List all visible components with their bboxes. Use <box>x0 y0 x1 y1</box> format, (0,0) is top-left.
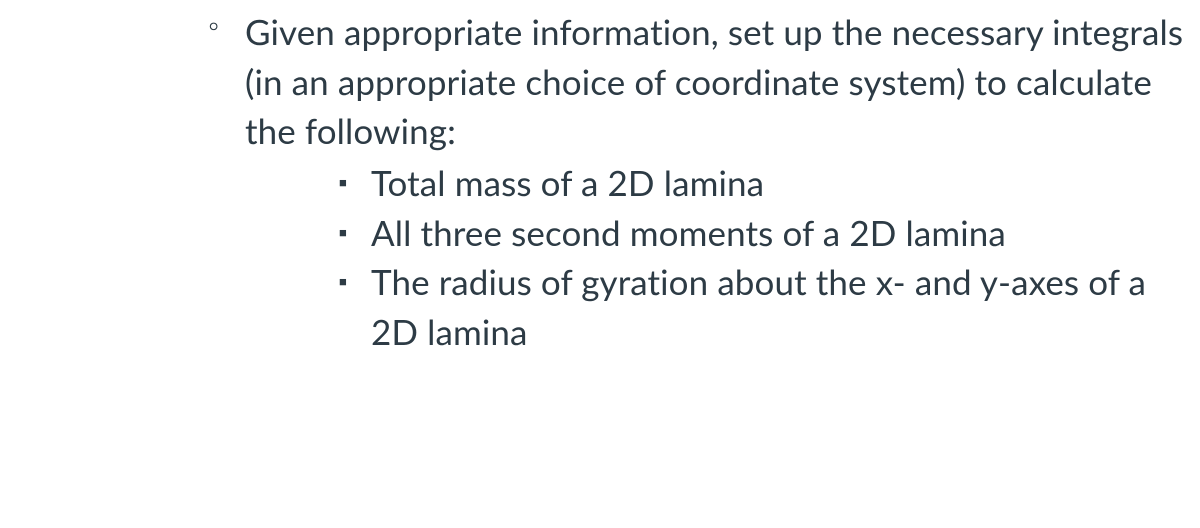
inner-list-item: All three second moments of a 2D lamina <box>337 209 1200 259</box>
inner-list-item: Total mass of a 2D lamina <box>337 159 1200 209</box>
inner-list-item: The radius of gyration about the x- and … <box>337 258 1200 357</box>
inner-item-text: The radius of gyration about the x- and … <box>371 261 1146 353</box>
outer-list-item: Given appropriate information, set up th… <box>205 8 1200 358</box>
outer-bullet-list: Given appropriate information, set up th… <box>0 8 1200 358</box>
inner-bullet-list: Total mass of a 2D lamina All three seco… <box>245 159 1200 358</box>
outer-item-text: Given appropriate information, set up th… <box>245 11 1183 152</box>
inner-item-text: Total mass of a 2D lamina <box>371 162 764 204</box>
inner-item-text: All three second moments of a 2D lamina <box>371 212 1006 254</box>
